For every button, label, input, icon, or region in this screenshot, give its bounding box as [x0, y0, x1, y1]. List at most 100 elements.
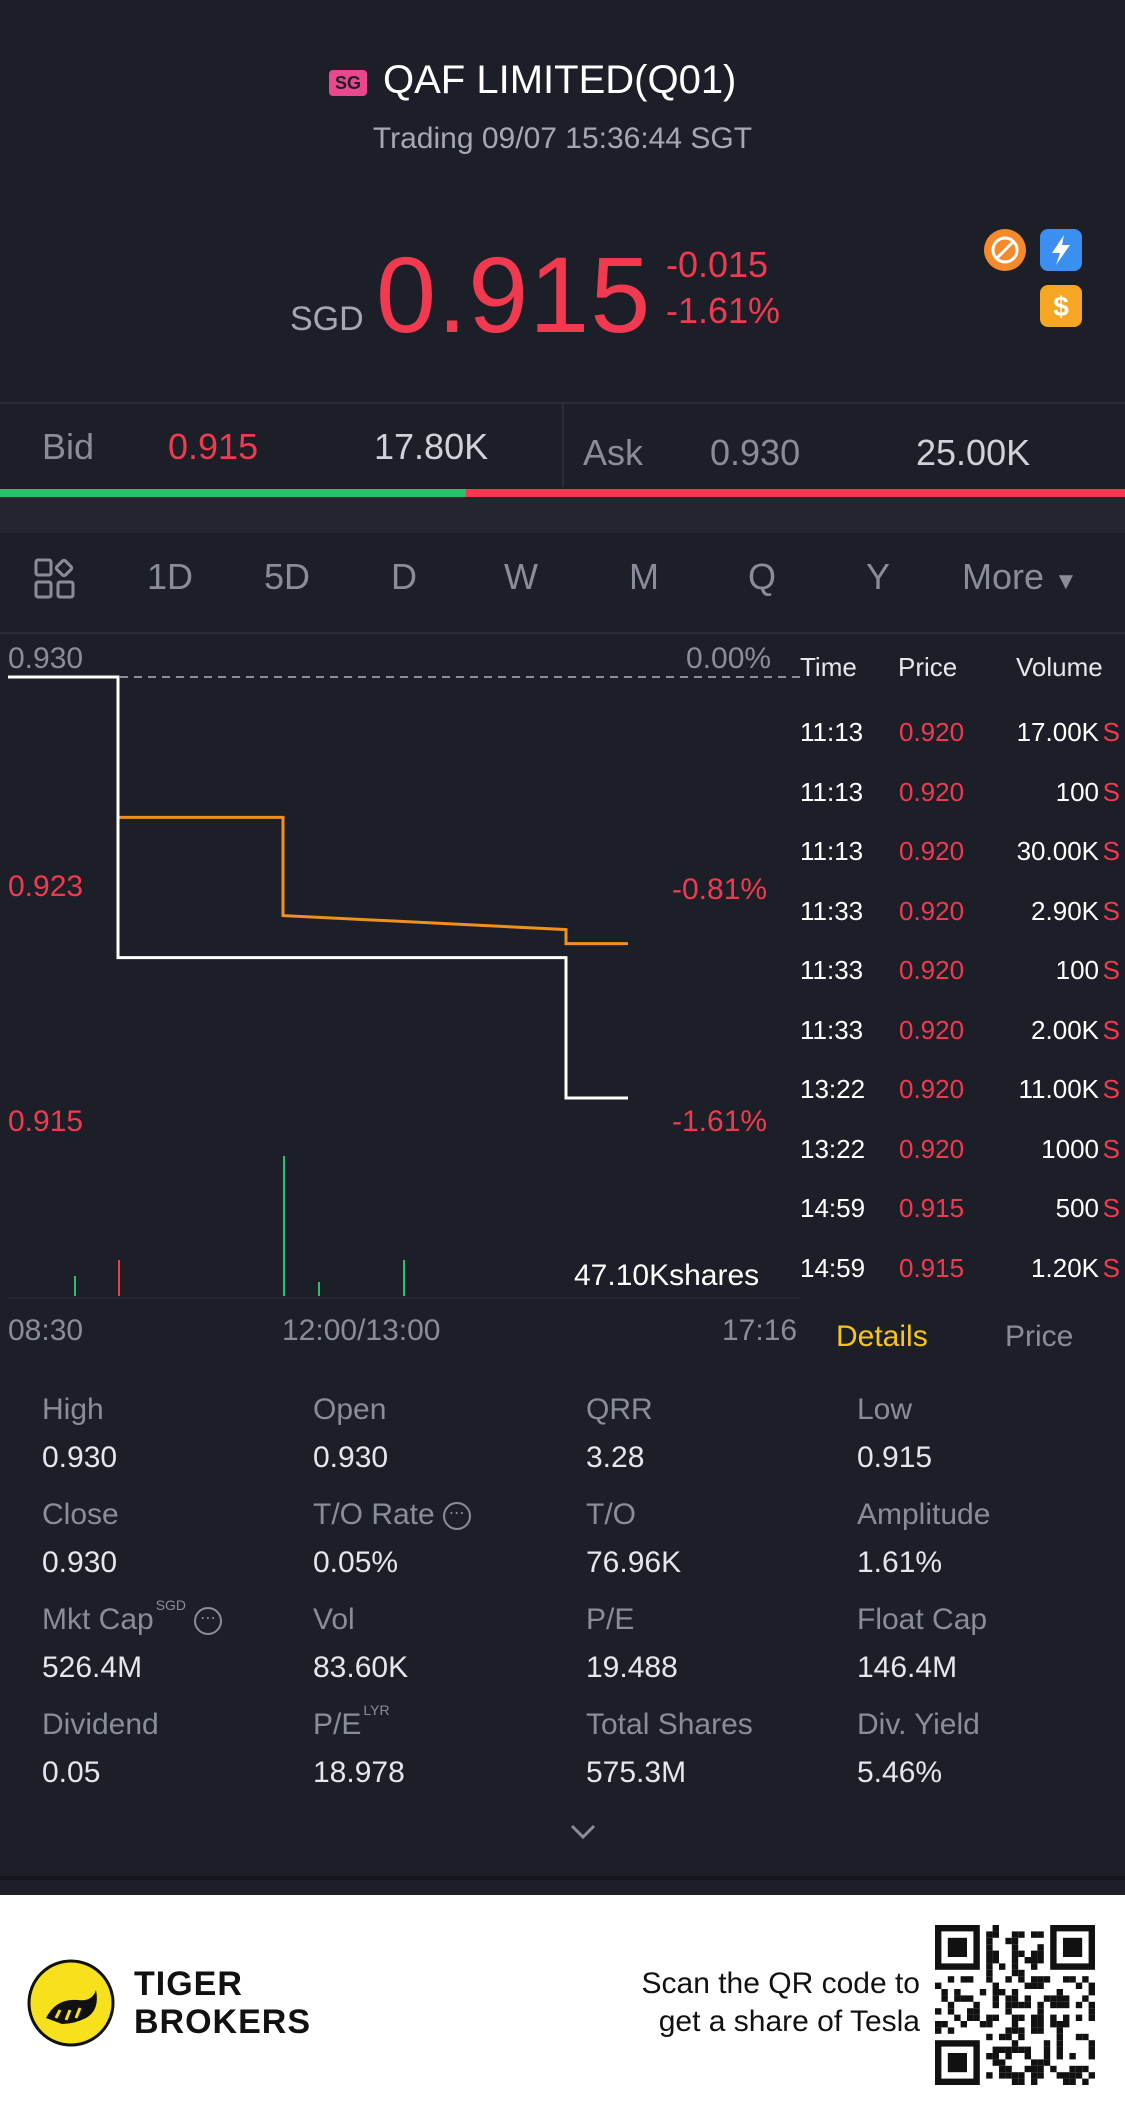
info-icon[interactable]: ⋯ [442, 1502, 471, 1531]
spacer [0, 497, 1125, 533]
trade-side: S [1102, 776, 1120, 807]
layout-grid-icon[interactable] [34, 558, 76, 605]
intraday-chart[interactable] [0, 640, 800, 1340]
tab-m[interactable]: M [629, 556, 659, 597]
trade-volume: 1.20K [1031, 1252, 1099, 1283]
stat-label: Low [857, 1393, 913, 1426]
tab-details[interactable]: Details [836, 1320, 928, 1353]
market-badge: SG [329, 70, 367, 96]
x-axis-mid: 12:00/13:00 [282, 1314, 441, 1347]
trade-side: S [1102, 717, 1120, 747]
divider [0, 632, 1125, 634]
last-price: 0.915 [376, 234, 652, 355]
trade-time: 13:22 [800, 1133, 866, 1164]
info-icon[interactable]: ⋯ [194, 1607, 223, 1636]
trade-row: 11:13 0.920 100 S [0, 777, 1125, 821]
pct-axis-bottom: -1.61% [672, 1105, 768, 1138]
trade-row: 14:59 0.915 1.20K S [0, 1253, 1125, 1297]
stat-value: 0.930 [42, 1441, 118, 1474]
trade-volume: 17.00K [1016, 717, 1099, 747]
trade-side: S [1102, 955, 1120, 985]
volume-bar [283, 1156, 285, 1296]
ask-volume-bar [466, 489, 1125, 497]
stat-label: P/E [586, 1603, 635, 1636]
stat-label: Close [42, 1498, 119, 1531]
trade-side: S [1102, 895, 1120, 926]
trade-side: S [1102, 1074, 1120, 1104]
trade-price: 0.920 [899, 1133, 965, 1164]
trade-side: S [1102, 1133, 1120, 1164]
trade-volume: 2.00K [1031, 1014, 1099, 1045]
period-tabs [0, 540, 1125, 632]
trade-row: 11:33 0.920 100 S [0, 955, 1125, 999]
stat-label: P/E LYR [313, 1702, 390, 1741]
brand-line2: BROKERS [134, 2003, 312, 2041]
ask-label: Ask [583, 432, 644, 473]
tab-d[interactable]: D [391, 556, 417, 597]
divider [562, 402, 564, 487]
divider [0, 1876, 1125, 1880]
trade-volume: 2.90K [1031, 895, 1099, 926]
no-short-icon[interactable] [984, 229, 1026, 271]
trade-side: S [1102, 1252, 1120, 1283]
quote-header: SG QAF LIMITED(Q01) Trading 09/07 15:36:… [0, 0, 1125, 400]
ask-price: 0.930 [710, 432, 801, 473]
trades-header-time: Time [800, 652, 857, 682]
stat-value: 76.96K [586, 1546, 682, 1579]
stat-label: QRR [586, 1393, 653, 1426]
stat-superscript: LYR [363, 1702, 390, 1718]
trade-volume: 11.00K [1018, 1074, 1099, 1104]
tab-q[interactable]: Q [748, 556, 777, 597]
trade-row: 14:59 0.915 500 S [0, 1193, 1125, 1237]
trade-price: 0.920 [899, 776, 965, 807]
stat-value: 0.05% [313, 1546, 399, 1579]
tab-price[interactable]: Price [1005, 1320, 1074, 1353]
trade-price: 0.920 [899, 1074, 965, 1104]
stat-value: 526.4M [42, 1651, 143, 1684]
price-change-pct: -1.61% [666, 290, 781, 331]
trade-volume: 30.00K [1016, 836, 1099, 866]
stat-value: 3.28 [586, 1441, 645, 1474]
trade-side: S [1102, 1193, 1120, 1223]
tab-more[interactable]: More ▼ [962, 556, 1078, 598]
stat-label: Total Shares [586, 1708, 753, 1741]
trade-side: S [1102, 1014, 1120, 1045]
footer-promo: TIGER BROKERS Scan the QR code to get a … [0, 1895, 1125, 2113]
trade-row: 11:13 0.920 30.00K S [0, 836, 1125, 880]
price-line [8, 675, 628, 1100]
pct-axis-top: 0.00% [686, 642, 772, 675]
stat-value: 0.930 [42, 1546, 118, 1579]
tab-5d[interactable]: 5D [264, 556, 311, 597]
trade-time: 14:59 [800, 1252, 866, 1283]
stat-value: 5.46% [857, 1756, 943, 1789]
stat-superscript: SGD [155, 1597, 187, 1613]
tab-y[interactable]: Y [866, 556, 891, 597]
tab-w[interactable]: W [504, 556, 538, 597]
expand-chevron-icon[interactable] [568, 1820, 598, 1849]
stat-value: 0.915 [857, 1441, 933, 1474]
stat-value: 18.978 [313, 1756, 405, 1789]
trade-row: 11:13 0.920 17.00K S [0, 717, 1125, 761]
svg-text:$: $ [1053, 291, 1069, 322]
y-axis-bottom: 0.915 [8, 1105, 84, 1138]
tab-1d[interactable]: 1D [147, 556, 194, 597]
trade-time: 11:13 [800, 717, 864, 747]
x-axis-end: 17:16 [722, 1314, 798, 1347]
currency-label: SGD [290, 300, 364, 338]
stat-label: Vol [313, 1603, 355, 1636]
trade-row: 11:33 0.920 2.90K S [0, 896, 1125, 940]
dollar-icon[interactable]: $ [1040, 285, 1082, 327]
trade-time: 11:33 [800, 955, 864, 985]
stat-value: 19.488 [586, 1651, 678, 1684]
trade-price: 0.920 [899, 895, 965, 926]
caret-down-icon: ▼ [1054, 568, 1078, 595]
qr-code-icon[interactable] [935, 1925, 1095, 2090]
stat-value: 575.3M [586, 1756, 687, 1789]
lightning-icon[interactable] [1040, 229, 1082, 271]
volume-bar [403, 1260, 405, 1296]
trade-price: 0.920 [899, 1014, 965, 1045]
trade-time: 14:59 [800, 1193, 866, 1223]
x-axis-start: 08:30 [8, 1314, 84, 1347]
volume-total: 47.10Kshares [574, 1259, 760, 1292]
stat-value: 0.05 [42, 1756, 101, 1789]
